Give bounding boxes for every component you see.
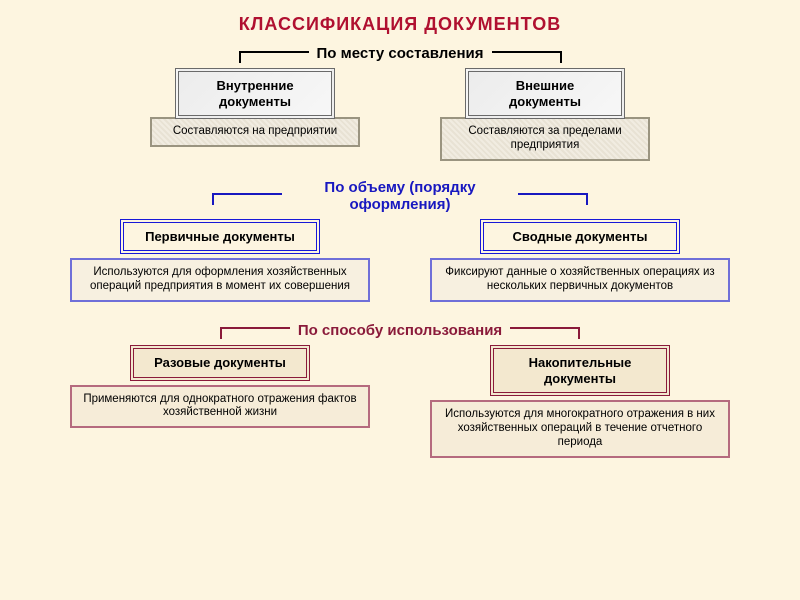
bracket-right-icon (510, 327, 580, 341)
bracket-left-icon (212, 193, 282, 207)
bracket-left-icon (220, 327, 290, 341)
s3-right-title: Накопительные документы (490, 345, 670, 396)
section-header-3-label: По способу использования (298, 322, 502, 339)
s3-left-desc: Применяются для однократного отражения ф… (70, 385, 370, 429)
s3-right-desc: Используются для многократного отражения… (430, 400, 730, 457)
section-header-3: По способу использования (0, 322, 800, 339)
s1-right-desc: Составляются за пределами предприятия (440, 117, 650, 161)
s2-right-title: Сводные документы (480, 219, 680, 255)
section-header-2-label: По объему (порядку оформления) (290, 179, 510, 213)
section-header-1: По месту составления (0, 45, 800, 62)
section-2-right: Сводные документы Фиксируют данные о хоз… (430, 219, 730, 302)
page-title: КЛАССИФИКАЦИЯ ДОКУМЕНТОВ (0, 0, 800, 35)
section-2-row: Первичные документы Используются для офо… (0, 219, 800, 302)
s1-left-title: Внутренние документы (175, 68, 335, 119)
s2-left-title: Первичные документы (120, 219, 320, 255)
section-3-row: Разовые документы Применяются для однокр… (0, 345, 800, 458)
s1-left-desc: Составляются на предприятии (150, 117, 360, 147)
bracket-right-icon (492, 51, 562, 65)
section-2-left: Первичные документы Используются для офо… (70, 219, 370, 302)
section-3-left: Разовые документы Применяются для однокр… (70, 345, 370, 458)
section-1-left: Внутренние документы Составляются на пре… (150, 68, 360, 161)
section-1-row: Внутренние документы Составляются на пре… (0, 68, 800, 161)
section-3-right: Накопительные документы Используются для… (430, 345, 730, 458)
s2-left-desc: Используются для оформления хозяйственны… (70, 258, 370, 302)
bracket-right-icon (518, 193, 588, 207)
bracket-left-icon (239, 51, 309, 65)
section-1-right: Внешние документы Составляются за предел… (440, 68, 650, 161)
s1-right-title: Внешние документы (465, 68, 625, 119)
section-header-1-label: По месту составления (317, 45, 484, 62)
section-header-2: По объему (порядку оформления) (0, 179, 800, 213)
s2-right-desc: Фиксируют данные о хозяйственных операци… (430, 258, 730, 302)
s3-left-title: Разовые документы (130, 345, 310, 381)
